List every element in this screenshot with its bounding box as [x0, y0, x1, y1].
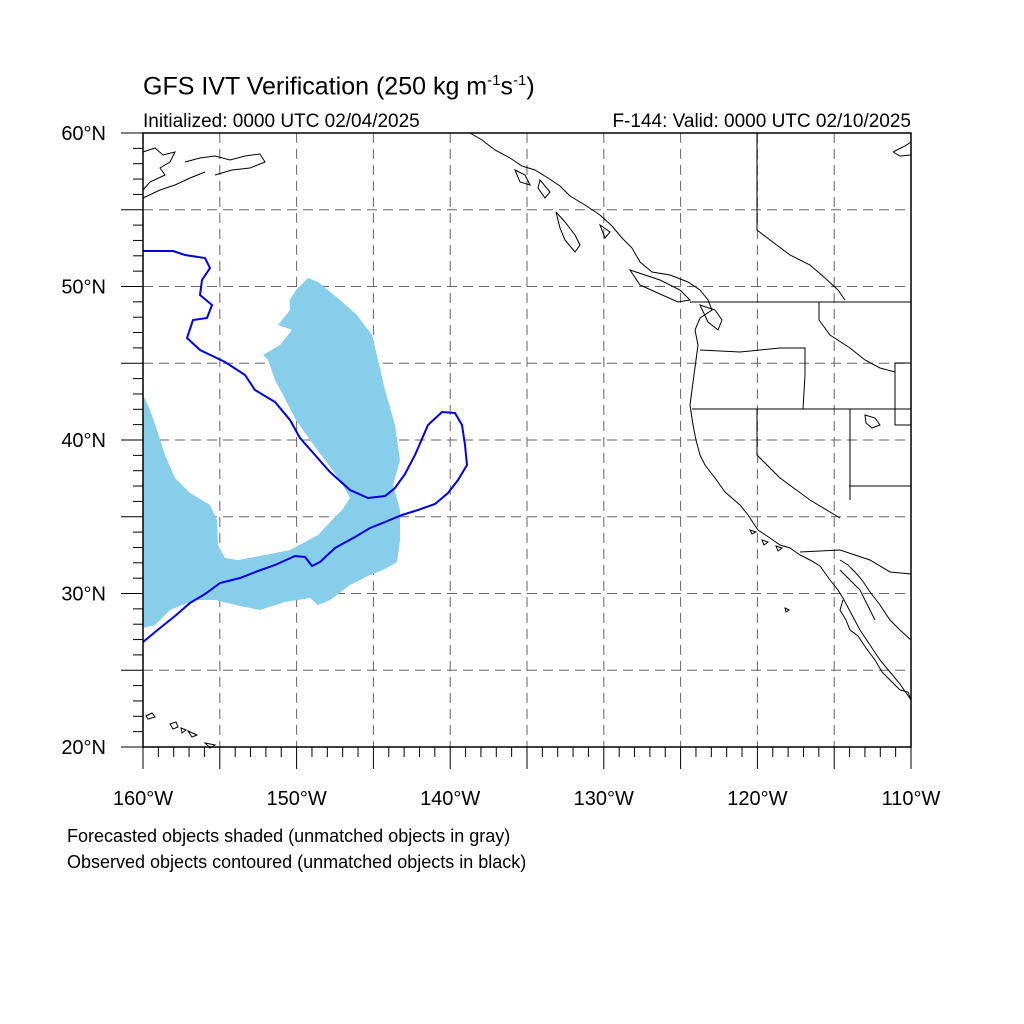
lon-label: 160°W — [113, 788, 173, 810]
bc-islands — [514, 168, 723, 331]
valid-time-label: F-144: Valid: 0000 UTC 02/10/2025 — [612, 111, 911, 132]
lon-label: 140°W — [420, 788, 480, 810]
forecast-caption: Forecasted objects shaded (unmatched obj… — [67, 826, 511, 846]
graticule — [143, 133, 911, 747]
lon-label: 120°W — [727, 788, 787, 810]
observed-object-contour — [142, 250, 469, 643]
hawaii-islands — [145, 712, 217, 749]
lat-label: 40°N — [61, 430, 106, 452]
lon-label: 150°W — [266, 788, 326, 810]
lon-label: 130°W — [574, 788, 634, 810]
map-title: GFS IVT Verification (250 kg m-1s-1) — [143, 72, 535, 101]
great-salt-lake — [864, 414, 881, 429]
north-america-coastline — [469, 132, 912, 701]
lat-label: 50°N — [61, 277, 106, 299]
forecast-object — [143, 278, 400, 628]
political-boundaries — [690, 133, 912, 621]
channel-islands — [749, 529, 790, 613]
lat-label: 60°N — [61, 123, 106, 145]
lat-label: 30°N — [61, 584, 106, 606]
observed-caption: Observed objects contoured (unmatched ob… — [67, 852, 527, 872]
axis-ticks — [121, 132, 912, 769]
longitude-labels: 160°W 150°W 140°W 130°W 120°W 110°W — [113, 788, 941, 810]
alaska-se-coast — [892, 141, 912, 157]
lon-label: 110°W — [882, 788, 941, 810]
alaska-coastline — [142, 147, 266, 199]
initialized-label: Initialized: 0000 UTC 02/04/2025 — [143, 111, 420, 132]
lat-label: 20°N — [61, 737, 106, 759]
latitude-labels: 60°N 50°N 40°N 30°N 20°N — [61, 123, 106, 759]
